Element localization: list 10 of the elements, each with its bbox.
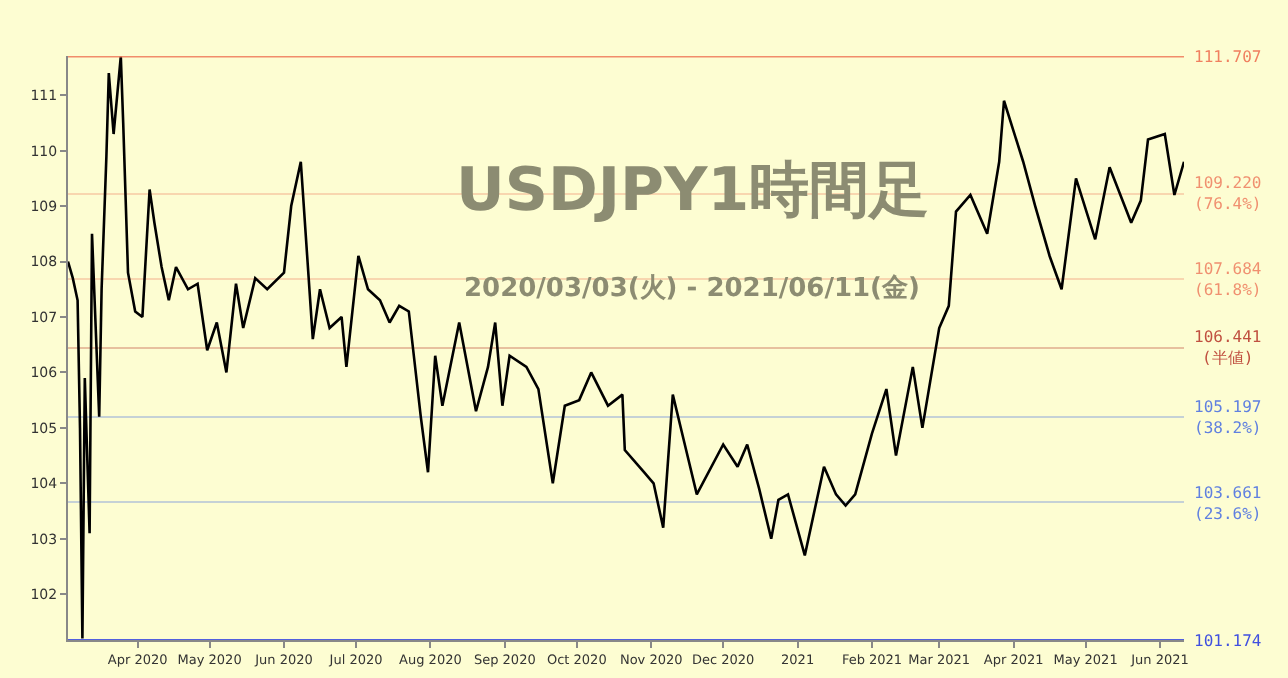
text: USDJPY1時間足 bbox=[456, 156, 930, 226]
ref-line-label: 105.197 (38.2%) bbox=[1194, 398, 1262, 437]
ref-line-label: 106.441 (半値) bbox=[1194, 328, 1262, 367]
text: 2020/03/03(火) - 2021/06/11(金) bbox=[464, 274, 920, 304]
ref-line-label: 107.684 (61.8%) bbox=[1194, 260, 1262, 299]
ref-line-label: 111.707 bbox=[1194, 48, 1262, 66]
ref-line-label: 109.220 (76.4%) bbox=[1194, 174, 1262, 213]
line-series bbox=[68, 56, 1184, 640]
ref-line-label: 101.174 bbox=[1194, 632, 1262, 650]
ref-line-label: 103.661 (23.6%) bbox=[1194, 484, 1262, 523]
